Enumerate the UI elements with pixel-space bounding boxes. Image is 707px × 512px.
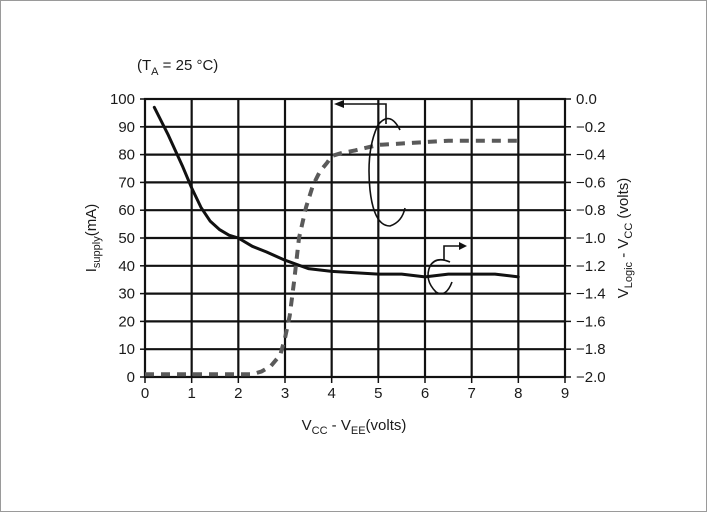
y-left-tick-label: 50 bbox=[118, 230, 135, 247]
y-left-tick-labels: 0 10 20 30 40 50 60 70 80 90 100 bbox=[110, 91, 135, 386]
y-right-tick-label: −1.8 bbox=[576, 341, 606, 358]
callout-leader-isupply bbox=[443, 245, 462, 260]
x-tick-labels: 0 1 2 3 4 5 6 7 8 9 bbox=[141, 385, 569, 402]
x-tick-label: 6 bbox=[421, 385, 429, 402]
y-right-tick-label: −1.6 bbox=[576, 313, 606, 330]
y-left-axis-label: Isupply(mA) bbox=[83, 204, 103, 272]
callout-arrowhead-vlogic bbox=[334, 100, 344, 108]
x-tick-label: 3 bbox=[281, 385, 289, 402]
callout-loop-isupply bbox=[427, 258, 453, 295]
x-tick-label: 4 bbox=[327, 385, 335, 402]
y-right-tick-label: 0.0 bbox=[576, 91, 597, 108]
y-right-tick-label: −1.4 bbox=[576, 286, 606, 303]
series-line-isupply bbox=[152, 105, 520, 279]
x-axis-label: VCC - VEE(volts) bbox=[302, 417, 407, 437]
y-right-tick-label: −0.8 bbox=[576, 202, 606, 219]
callout-leader-vlogic bbox=[340, 103, 387, 124]
series-group bbox=[145, 105, 520, 377]
x-tick-label: 2 bbox=[234, 385, 242, 402]
y-left-tick-label: 20 bbox=[118, 313, 135, 330]
series-callouts bbox=[334, 100, 467, 295]
y-left-tick-label: 70 bbox=[118, 174, 135, 191]
x-tick-label: 9 bbox=[561, 385, 569, 402]
condition-annotation: (TA = 25 °C) bbox=[137, 57, 218, 78]
y-right-axis-label: VLogic - VCC (volts) bbox=[615, 178, 635, 299]
plot-frame bbox=[143, 97, 567, 379]
y-left-tick-label: 30 bbox=[118, 286, 135, 303]
x-tick-label: 7 bbox=[467, 385, 475, 402]
y-left-tick-label: 60 bbox=[118, 202, 135, 219]
y-right-tick-label: −2.0 bbox=[576, 369, 606, 386]
grid bbox=[145, 99, 565, 377]
y-left-tick-label: 100 bbox=[110, 91, 135, 108]
y-left-tick-label: 90 bbox=[118, 119, 135, 136]
x-tick-label: 1 bbox=[187, 385, 195, 402]
y-right-tick-label: −1.0 bbox=[576, 230, 606, 247]
y-left-tick-label: 40 bbox=[118, 258, 135, 275]
y-right-tick-label: −0.2 bbox=[576, 119, 606, 136]
y-right-tick-label: −0.6 bbox=[576, 174, 606, 191]
y-right-tick-labels: 0.0 −0.2 −0.4 −0.6 −0.8 −1.0 −1.2 −1.4 −1.6 −1.8 −… bbox=[576, 91, 606, 386]
callout-loop-vlogic bbox=[368, 117, 406, 227]
axes bbox=[140, 97, 571, 383]
y-left-tick-label: 10 bbox=[118, 341, 135, 358]
x-tick-label: 5 bbox=[374, 385, 382, 402]
y-left-tick-label: 0 bbox=[127, 369, 135, 386]
series-line-vlogic bbox=[145, 138, 519, 377]
x-tick-label: 0 bbox=[141, 385, 149, 402]
callout-arrowhead-isupply bbox=[459, 242, 467, 250]
y-right-tick-label: −1.2 bbox=[576, 258, 606, 275]
x-tick-label: 8 bbox=[514, 385, 522, 402]
y-left-tick-label: 80 bbox=[118, 147, 135, 164]
y-right-tick-label: −0.4 bbox=[576, 147, 606, 164]
